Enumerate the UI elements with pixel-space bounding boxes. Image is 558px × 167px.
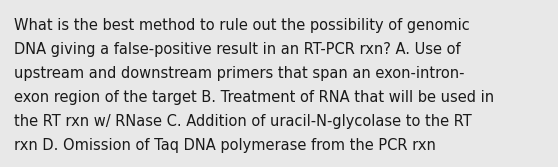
Text: What is the best method to rule out the possibility of genomic: What is the best method to rule out the … <box>14 18 470 33</box>
Text: rxn D. Omission of Taq DNA polymerase from the PCR rxn: rxn D. Omission of Taq DNA polymerase fr… <box>14 138 436 153</box>
Text: the RT rxn w/ RNase C. Addition of uracil-N-glycolase to the RT: the RT rxn w/ RNase C. Addition of uraci… <box>14 114 472 129</box>
Text: upstream and downstream primers that span an exon-intron-: upstream and downstream primers that spa… <box>14 66 464 81</box>
Text: exon region of the target B. Treatment of RNA that will be used in: exon region of the target B. Treatment o… <box>14 90 494 105</box>
Text: DNA giving a false-positive result in an RT-PCR rxn? A. Use of: DNA giving a false-positive result in an… <box>14 42 460 57</box>
